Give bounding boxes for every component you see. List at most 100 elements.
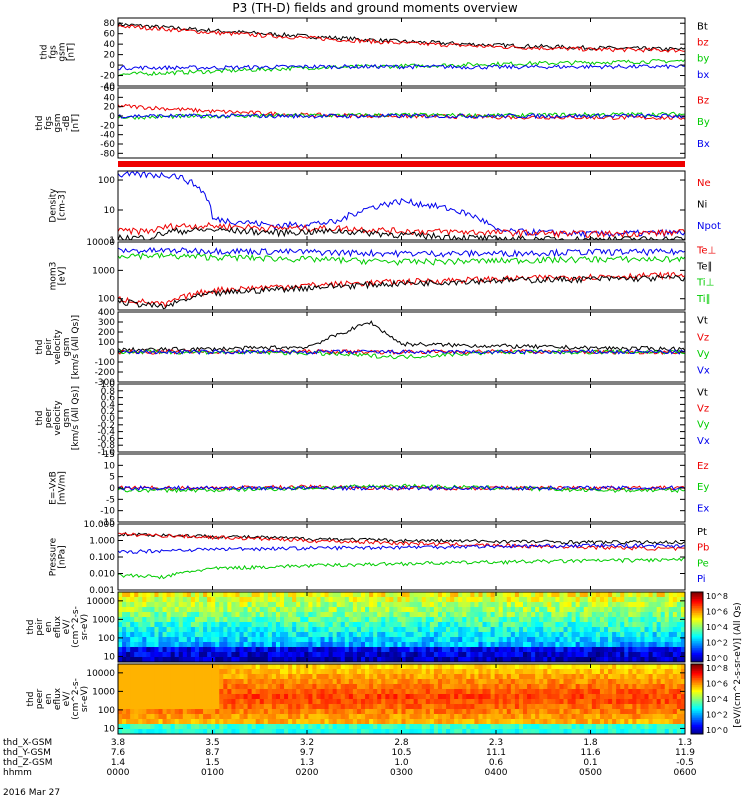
peir-spec-cell xyxy=(138,647,143,653)
peer-spec-cell xyxy=(150,719,155,725)
peer-spec-cell xyxy=(288,674,293,680)
peir-spec-cell xyxy=(352,607,358,613)
peir-spec-cell xyxy=(194,652,200,658)
peir-spec-cell xyxy=(583,647,589,653)
peer-spec-cell xyxy=(267,669,273,675)
peir-spec-cell xyxy=(559,652,564,658)
peir-spec-cell xyxy=(389,637,394,643)
peir-spec-cell xyxy=(409,637,415,643)
peer-spec-cell xyxy=(539,719,544,725)
peir-spec-cell xyxy=(199,657,204,663)
peer-spec-cell xyxy=(365,669,370,675)
peer-spec-cell xyxy=(446,689,451,695)
peir-spec-cell xyxy=(150,617,155,623)
peer-spec-cell xyxy=(466,724,471,730)
peir-spec-cell xyxy=(680,647,686,653)
peer-spec-cell xyxy=(405,724,410,730)
peer-spec-cell xyxy=(612,674,617,680)
peer-spec-cell xyxy=(369,674,374,680)
peer-spec-cell xyxy=(288,719,293,725)
peir-spec-cell xyxy=(352,632,358,638)
peer-spec-cell xyxy=(122,664,127,670)
peer-spec-cell xyxy=(498,719,504,725)
peer-spec-cell xyxy=(259,704,265,710)
peer-spec-cell xyxy=(231,729,236,735)
peir-spec-cell xyxy=(154,652,159,658)
peir-spec-cell xyxy=(612,602,617,608)
peer-spec-cell xyxy=(373,724,378,730)
peir-spec-cell xyxy=(162,632,167,638)
peer-spec-cell xyxy=(356,694,362,700)
peer-spec-cell xyxy=(247,704,253,710)
peir-spec-cell xyxy=(498,607,504,613)
peer-spec-cell xyxy=(612,724,617,730)
peer-spec-cell xyxy=(369,704,374,710)
peer-spec-cell xyxy=(373,729,378,735)
peir-spec-cell xyxy=(263,632,269,638)
peer-spec-cell xyxy=(587,674,593,680)
peer-spec-cell xyxy=(316,699,321,705)
peer-spec-cell xyxy=(190,674,196,680)
peer-spec-cell xyxy=(563,669,568,675)
peer-spec-cell xyxy=(247,699,253,705)
peir-spec-cell xyxy=(142,622,147,628)
peer-spec-cell xyxy=(158,704,163,710)
peir-spec-cell xyxy=(215,647,220,653)
peer-spec-cell xyxy=(203,729,208,735)
peir-spec-cell xyxy=(494,637,500,643)
peir-spec-cell xyxy=(510,592,516,598)
peir-spec-cell xyxy=(417,632,423,638)
peir-spec-cell xyxy=(571,592,577,598)
peir-spec-cell xyxy=(389,657,394,663)
peir-spec-cell xyxy=(247,637,253,643)
peer-spec-cell xyxy=(498,704,504,710)
peer-spec-cell xyxy=(138,719,143,725)
peer-spec-cell xyxy=(579,664,585,670)
peer-spec-cell xyxy=(640,724,645,730)
peir-spec-cell xyxy=(219,612,224,618)
peer-spec-cell xyxy=(628,669,633,675)
peir-spec-cell xyxy=(251,637,257,643)
peir-spec-cell xyxy=(150,642,155,648)
peir-spec-cell xyxy=(656,632,662,638)
peir-spec-cell xyxy=(178,622,184,628)
peer-spec-cell xyxy=(583,709,589,715)
peer-spec-cell xyxy=(150,694,155,700)
peer-spec-cell xyxy=(664,689,670,695)
peer-spec-cell xyxy=(271,729,277,735)
peir-spec-cell xyxy=(182,632,188,638)
peer-spec-cell xyxy=(219,699,224,705)
peir-spec-cell xyxy=(186,627,192,633)
peer-spec-cell xyxy=(275,714,281,720)
peer-spec-cell xyxy=(636,709,641,715)
peir-spec-cell xyxy=(502,642,508,648)
peer-spec-cell xyxy=(243,709,248,715)
peer-spec-cell xyxy=(348,724,354,730)
peir-spec-cell xyxy=(612,607,617,613)
peer-spec-cell xyxy=(494,684,500,690)
peer-spec-cell xyxy=(275,699,281,705)
peir-spec-cell xyxy=(231,637,236,643)
peir-spec-cell xyxy=(118,647,123,653)
peer-spec-cell xyxy=(332,729,338,735)
peir-spec-cell xyxy=(231,657,236,663)
peir-spec-cell xyxy=(498,642,504,648)
peer-spec-cell xyxy=(162,699,167,705)
peer-spec-cell xyxy=(361,704,366,710)
peer-spec-cell xyxy=(446,729,451,735)
peer-spec-cell xyxy=(527,714,532,720)
peir-spec-cell xyxy=(620,632,625,638)
peir-spec-cell xyxy=(531,617,536,623)
peer-spec-cell xyxy=(332,694,338,700)
peer-spec-cell xyxy=(389,699,394,705)
peir-spec-cell xyxy=(385,617,390,623)
peir-spec-cell xyxy=(502,657,508,663)
peir-spec-cell xyxy=(656,597,662,603)
peir-spec-cell xyxy=(369,602,374,608)
peir-spec-cell xyxy=(648,657,653,663)
peir-spec-cell xyxy=(446,617,451,623)
peer-spec-cell xyxy=(352,684,358,690)
peir-spec-cell xyxy=(676,622,682,628)
peir-spec-cell xyxy=(518,592,524,598)
peir-spec-cell xyxy=(523,602,528,608)
